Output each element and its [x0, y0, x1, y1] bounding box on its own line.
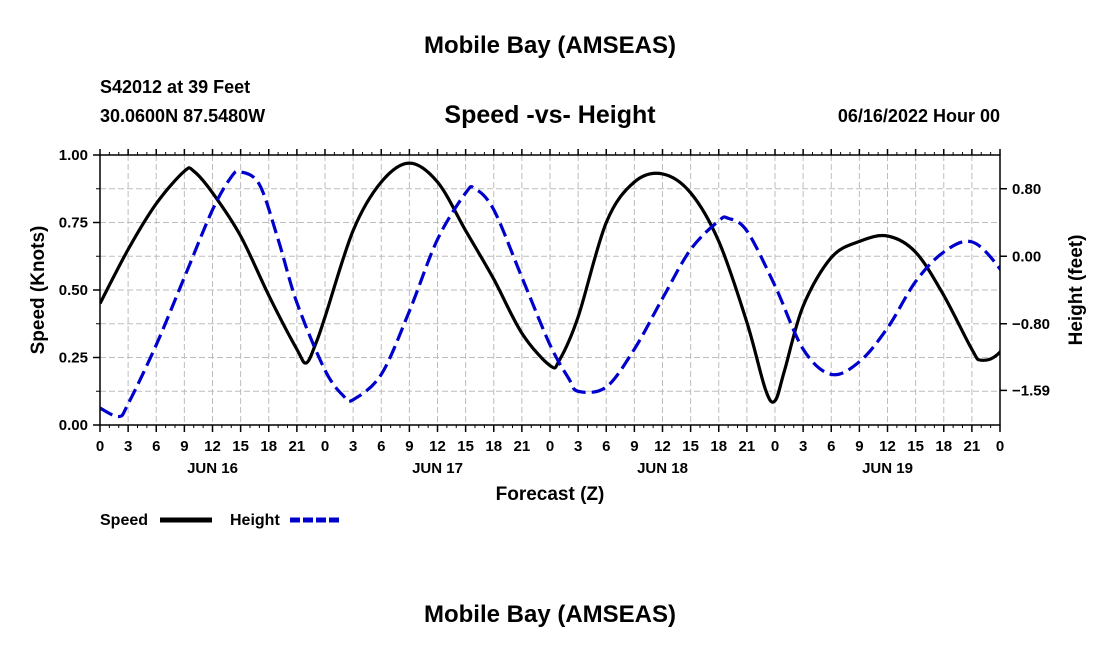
x-tick-label: 12	[654, 438, 671, 455]
right-axis-title: Height (feet)	[1066, 235, 1087, 346]
left-tick-label: 0.00	[59, 417, 88, 434]
x-tick-label: 3	[349, 438, 357, 455]
x-tick-label: 21	[289, 438, 306, 455]
axes: 0 3 6 9 12 15 18 21 0 3 6 9 12 15 18 21 0 3 6 9 12 15 18 21 0 3 6 9…	[59, 147, 1050, 477]
x-tick-label: 3	[124, 438, 132, 455]
x-tick-label: 0	[321, 438, 329, 455]
right-tick-label: −0.80	[1012, 316, 1050, 333]
right-tick-label: −1.59	[1012, 382, 1050, 399]
x-tick-label: 0	[546, 438, 554, 455]
day-label: JUN 19	[862, 460, 913, 477]
coordinates-label: 30.0600N 87.5480W	[100, 106, 266, 126]
day-label: JUN 18	[637, 460, 688, 477]
x-tick-label: 15	[907, 438, 924, 455]
x-tick-label: 3	[574, 438, 582, 455]
footer-title: Mobile Bay (AMSEAS)	[423, 601, 677, 628]
chart-title: Speed -vs- Height	[444, 101, 656, 129]
x-tick-label: 6	[827, 438, 835, 455]
x-tick-label: 3	[799, 438, 807, 455]
x-axis-title: Forecast (Z)	[496, 484, 605, 505]
legend: Speed Height	[100, 512, 342, 529]
x-tick-label: 12	[879, 438, 896, 455]
x-tick-label: 9	[405, 438, 413, 455]
left-axis-title: Speed (Knots)	[28, 226, 49, 355]
legend-speed-label: Speed	[100, 512, 148, 529]
right-tick-label: 0.00	[1012, 248, 1041, 265]
left-tick-label: 1.00	[59, 147, 88, 164]
x-tick-label: 18	[935, 438, 952, 455]
x-tick-label: 12	[204, 438, 221, 455]
forecast-date-label: 06/16/2022 Hour 00	[837, 106, 1000, 126]
left-tick-label: 0.25	[59, 350, 88, 367]
day-label: JUN 16	[187, 460, 238, 477]
grid	[100, 155, 1000, 425]
right-tick-label: 0.80	[1012, 181, 1041, 198]
x-tick-label: 18	[260, 438, 277, 455]
x-tick-label: 21	[739, 438, 756, 455]
x-tick-label: 15	[232, 438, 249, 455]
left-tick-label: 0.50	[59, 282, 88, 299]
page-title: Mobile Bay (AMSEAS)	[423, 32, 677, 59]
series-height-line	[100, 169, 1000, 419]
series-layer	[100, 161, 1000, 419]
legend-height-label: Height	[230, 512, 280, 529]
x-tick-label: 21	[514, 438, 531, 455]
x-tick-label: 6	[152, 438, 160, 455]
x-tick-label: 9	[630, 438, 638, 455]
x-tick-label: 0	[771, 438, 779, 455]
plot-frame	[99, 154, 1001, 426]
x-tick-label: 6	[377, 438, 385, 455]
day-label: JUN 17	[412, 460, 463, 477]
x-tick-label: 0	[96, 438, 104, 455]
x-tick-label: 0	[996, 438, 1004, 455]
series-speed-line	[100, 161, 1000, 404]
station-label: S42012 at 39 Feet	[100, 77, 251, 97]
x-tick-label: 9	[180, 438, 188, 455]
left-tick-label: 0.75	[59, 215, 88, 232]
x-tick-label: 21	[964, 438, 981, 455]
x-tick-label: 12	[429, 438, 446, 455]
x-tick-label: 18	[710, 438, 727, 455]
x-tick-label: 15	[682, 438, 699, 455]
x-tick-label: 18	[485, 438, 502, 455]
x-tick-label: 15	[457, 438, 474, 455]
x-tick-label: 9	[855, 438, 863, 455]
x-tick-label: 6	[602, 438, 610, 455]
